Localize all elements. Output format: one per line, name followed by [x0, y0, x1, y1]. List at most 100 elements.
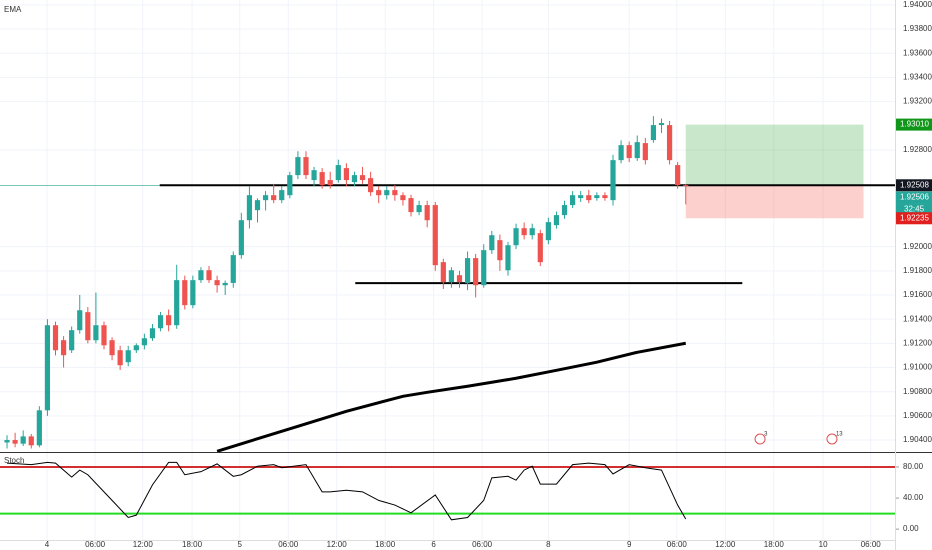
oscillator-label: Stoch [4, 456, 24, 465]
candle-body [85, 312, 91, 341]
candle-body [618, 145, 624, 161]
candle-body [36, 410, 42, 446]
candle-body [529, 228, 535, 236]
y-tick-label: 1.90600 [903, 411, 932, 420]
y-tick-label: 1.92800 [903, 145, 932, 154]
candle-body [4, 440, 10, 443]
candle-body [149, 328, 156, 339]
candle-body [376, 190, 382, 196]
candle-body [578, 195, 584, 199]
y-tick-label: 1.91800 [903, 266, 932, 275]
indicator-label: EMA [4, 5, 22, 14]
candle-body [626, 145, 632, 159]
candle-body [287, 175, 293, 196]
candle-body [133, 345, 139, 351]
x-tick-label: 8 [546, 540, 551, 549]
candle-body [125, 350, 131, 363]
candle-body [174, 280, 180, 326]
candle-body [319, 172, 325, 186]
candle-body [416, 205, 422, 213]
candle-body [295, 157, 301, 176]
y-tick-label: 1.91000 [903, 363, 932, 372]
candle-body [553, 215, 560, 226]
candle-body [246, 195, 253, 221]
y-tick-label: 1.93600 [903, 48, 932, 57]
candle-body [448, 270, 455, 283]
ema-line [216, 341, 687, 453]
candle-body [464, 258, 471, 284]
candle-body [545, 222, 551, 241]
candle-body [400, 195, 406, 201]
candle-body [424, 205, 430, 221]
stoch-line [6, 461, 687, 521]
candle-body [594, 195, 600, 199]
stoch-tick-label: 40.00 [903, 493, 924, 502]
candle-body [335, 165, 341, 181]
event-icon [826, 433, 838, 445]
x-tick-label: 12:00 [327, 540, 348, 549]
candle-body [513, 228, 519, 246]
candle-body [214, 280, 220, 286]
candle-body [311, 170, 317, 181]
candle-body [351, 175, 358, 183]
candle-body [570, 195, 576, 206]
countdown-box [896, 203, 932, 215]
x-tick-label: 06:00 [861, 540, 882, 549]
candle-body [230, 255, 236, 283]
main-pane: 3 13 [0, 116, 895, 453]
candle-body [222, 282, 228, 286]
price-tag [896, 212, 932, 225]
candle-body [327, 180, 333, 186]
candle-body [675, 165, 681, 186]
candle-body [489, 235, 495, 251]
candle-body [303, 157, 309, 176]
x-tick-label: 06:00 [667, 540, 688, 549]
candle-body [20, 436, 26, 444]
stoch-pane [0, 461, 899, 530]
candle-body [12, 440, 18, 444]
candle-body [141, 338, 147, 346]
candle-body [238, 220, 244, 256]
x-tick-label: 5 [238, 540, 243, 549]
y-tick-label: 1.93800 [903, 24, 932, 33]
stoch-tick-label: 80.00 [903, 462, 924, 471]
candle-body [44, 325, 51, 411]
candle-body [561, 205, 568, 216]
candle-body [666, 125, 673, 161]
candle-body [28, 436, 34, 446]
x-tick-label: 12:00 [133, 540, 154, 549]
x-tick-label: 9 [627, 540, 632, 549]
event-count: 13 [836, 432, 843, 438]
x-tick-label: 06:00 [85, 540, 106, 549]
stoch-tick-label: 0.00 [903, 524, 919, 533]
candle-body [634, 142, 640, 159]
price-tag [896, 118, 932, 131]
grid [0, 0, 895, 540]
candle-body [384, 190, 390, 196]
candle-body [359, 175, 366, 181]
candle-body [432, 205, 438, 266]
candle-body [279, 190, 285, 201]
x-tick-label: 10 [819, 540, 828, 549]
y-tick-label: 1.94000 [903, 0, 932, 9]
candle-body [254, 200, 261, 211]
candle-body [69, 330, 75, 351]
y-tick-label: 1.90800 [903, 387, 932, 396]
candle-body [481, 250, 487, 286]
candle-body [505, 245, 511, 271]
price-tag [896, 179, 932, 192]
candle-body [52, 325, 59, 351]
candle-body [683, 185, 689, 187]
candle-body [368, 178, 374, 193]
candle-body [262, 195, 269, 201]
candle-body [182, 280, 188, 306]
candle-body [157, 315, 164, 329]
candle-body [271, 195, 277, 201]
event-count: 3 [764, 432, 768, 438]
candle-body [166, 315, 172, 326]
y-tick-label: 1.93200 [903, 97, 932, 106]
candle-body [658, 123, 665, 126]
axes: 1.94000 1.93800 1.93600 1.93400 1.93200 1.928… [45, 0, 932, 549]
candle-body [198, 270, 204, 281]
